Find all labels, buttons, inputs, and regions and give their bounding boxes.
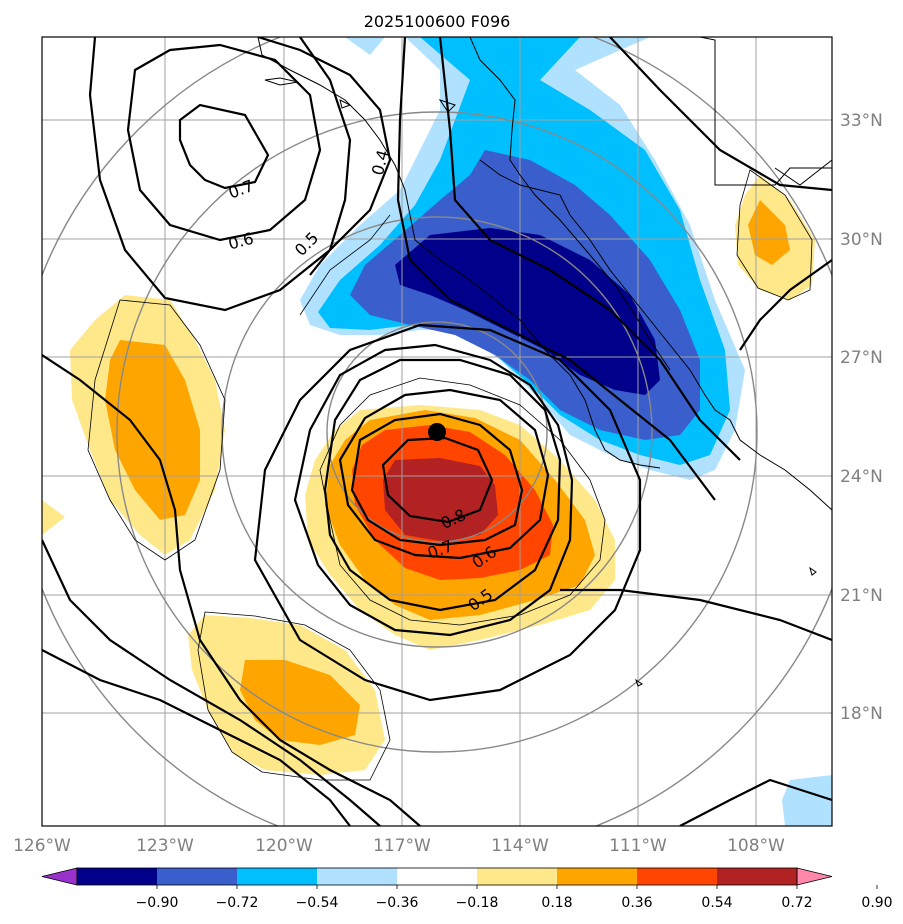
colorbar-segment <box>77 868 157 885</box>
thin-contour-sw <box>197 611 391 781</box>
lon-label: 123°W <box>136 836 194 856</box>
colorbar-tick-label: 0.90 <box>861 895 892 911</box>
lat-label: 30°N <box>840 230 883 250</box>
island-3 <box>438 99 456 113</box>
contour-0.7-west <box>178 103 270 190</box>
colorbar-tick-labels: −0.90 −0.72 −0.54 −0.36 −0.18 0.18 0.36 0.54 0.7… <box>136 885 893 911</box>
colorbar <box>41 867 833 886</box>
contour-0.5-west <box>88 37 352 312</box>
fill-level-navy <box>395 228 660 395</box>
contour-se-corner <box>679 778 832 826</box>
negative-anomaly-fill <box>300 37 832 826</box>
lon-label: 126°W <box>13 836 71 856</box>
lat-label: 27°N <box>840 348 883 368</box>
us-mexico-border <box>640 37 832 186</box>
lon-label: 117°W <box>373 836 431 856</box>
colorbar-segment <box>397 868 477 885</box>
map-frame <box>41 36 833 827</box>
colorbar-extend-low <box>41 867 78 886</box>
fill-level-orange-sw <box>240 660 360 745</box>
contour-0.6-west <box>126 43 322 242</box>
fill-level-yellow-edge <box>42 500 65 535</box>
thin-contours <box>87 169 813 781</box>
fill-level-orange-west <box>105 340 200 520</box>
colorbar-segment <box>637 868 717 885</box>
contour-0.6-ring <box>323 358 562 612</box>
range-ring-3 <box>116 111 758 753</box>
contour-0.4-outer <box>253 323 642 702</box>
colorbar-extend-high <box>796 867 833 886</box>
range-rings <box>42 37 832 826</box>
lat-label: 24°N <box>840 467 883 487</box>
contour-far-east <box>609 37 832 192</box>
coastlines <box>257 37 832 687</box>
colorbar-segment <box>557 868 637 885</box>
colorbar-outline <box>76 867 798 886</box>
lat-label: 33°N <box>840 111 883 131</box>
longitude-labels: 126°W 123°W 120°W 117°W 114°W 111°W 108°… <box>13 836 785 856</box>
lat-label: 21°N <box>840 586 883 606</box>
contour-trough-line <box>396 37 716 501</box>
colorbar-segment <box>717 868 797 885</box>
colorbar-tick-label: −0.36 <box>376 895 419 911</box>
colorbar-tick-label: 0.72 <box>781 895 812 911</box>
contour-0.6-center <box>350 412 524 547</box>
range-ring-1 <box>326 321 548 543</box>
contour-sw-diagonal <box>42 354 421 826</box>
map-area: 0.7 0.6 0.5 0.4 0.8 0.7 0.6 0.5 <box>42 37 832 826</box>
lat-label: 18°N <box>840 704 883 724</box>
mexico-mainland-coastline <box>479 159 832 511</box>
contour-sw-outer-2 <box>42 649 351 826</box>
lon-label: 111°W <box>609 836 667 856</box>
fill-level-firebrick-center <box>383 458 498 542</box>
colorbar-segment <box>477 868 557 885</box>
baja-california-coastline <box>257 37 661 469</box>
colorbar-tick-label: −0.18 <box>456 895 499 911</box>
thick-contours <box>42 37 832 826</box>
lon-label: 114°W <box>491 836 549 856</box>
contour-sw-outer <box>42 539 381 826</box>
lon-label: 108°W <box>727 836 785 856</box>
contour-ne-edge <box>739 259 832 351</box>
contour-0.4 <box>257 37 392 276</box>
thin-contour-ne <box>736 169 813 301</box>
colorbar-tick-label: 0.36 <box>621 895 652 911</box>
graticule <box>42 37 832 826</box>
colorbar-segment <box>237 868 317 885</box>
state-border <box>774 159 832 186</box>
island-5 <box>635 678 643 687</box>
fill-level-orange-ne <box>748 200 790 265</box>
colorbar-tick-label: −0.54 <box>296 895 339 911</box>
contour-0.8 <box>381 436 494 524</box>
contour-0.7-center <box>338 388 550 560</box>
contour-east-line <box>438 37 741 461</box>
island-1 <box>339 99 352 109</box>
colorbar-tick-label: −0.72 <box>216 895 259 911</box>
gulf-inner-coast <box>469 37 671 371</box>
latitude-labels: 33°N 30°N 27°N 24°N 21°N 18°N <box>840 111 883 724</box>
colorbar-tick-label: 0.18 <box>541 895 572 911</box>
lon-label: 120°W <box>255 836 313 856</box>
map-title: 2025100600 F096 <box>364 12 511 31</box>
contour-0.5-center <box>293 343 574 637</box>
thin-contour-west <box>87 299 226 561</box>
contour-east-lower <box>560 588 832 642</box>
colorbar-tick-label: −0.90 <box>136 895 179 911</box>
colorbar-segment <box>157 868 237 885</box>
colorbar-tick-label: 0.54 <box>701 895 732 911</box>
island-4 <box>809 566 817 576</box>
storm-center-marker <box>428 423 446 441</box>
fill-level-light-blue-east <box>782 775 832 826</box>
thin-contour-center <box>299 214 606 626</box>
colorbar-segment <box>317 868 397 885</box>
range-ring-2 <box>221 216 653 648</box>
island-2 <box>264 77 299 86</box>
